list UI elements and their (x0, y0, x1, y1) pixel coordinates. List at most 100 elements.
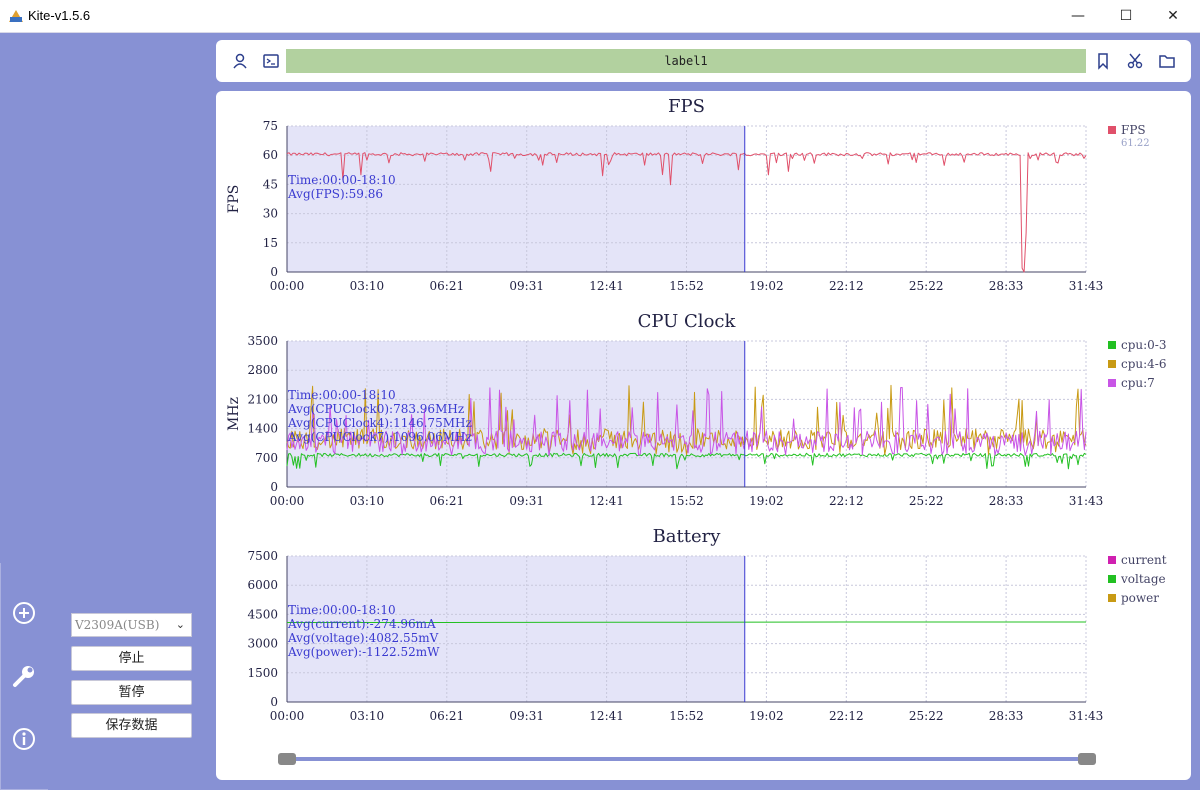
legend-swatch (1108, 379, 1116, 387)
y-axis-label: FPS (226, 185, 242, 214)
device-select[interactable]: V2309A(USB) ⌄ (71, 613, 192, 637)
legend-label: cpu:0-3 (1121, 338, 1167, 352)
x-tick-label: 19:02 (749, 494, 784, 508)
minimize-button[interactable]: — (1055, 0, 1101, 32)
selection-area (287, 126, 745, 272)
y-axis-label: MHz (226, 397, 242, 431)
y-tick-label: 15 (263, 236, 278, 250)
x-tick-label: 06:21 (430, 279, 465, 293)
user-icon[interactable] (231, 52, 249, 70)
x-tick-label: 03:10 (350, 494, 385, 508)
legend-label: power (1121, 591, 1159, 605)
x-tick-label: 19:02 (749, 709, 784, 723)
y-tick-label: 1500 (247, 666, 278, 680)
x-tick-label: 25:22 (909, 709, 944, 723)
legend-swatch (1108, 360, 1116, 368)
x-tick-label: 03:10 (350, 279, 385, 293)
info-button[interactable] (10, 725, 38, 753)
y-tick-label: 0 (270, 265, 278, 279)
stop-button[interactable]: 停止 (71, 646, 192, 671)
minimize-icon: — (1071, 8, 1085, 24)
slider-start-handle[interactable] (278, 753, 296, 765)
x-tick-label: 25:22 (909, 494, 944, 508)
x-tick-label: 22:12 (829, 279, 864, 293)
annotation-text: Avg(voltage):4082.55mV (287, 631, 439, 645)
y-tick-label: 6000 (247, 578, 278, 592)
selection-area (287, 341, 745, 487)
terminal-icon[interactable] (262, 52, 280, 70)
y-tick-label: 3000 (247, 637, 278, 651)
sidebar (0, 563, 48, 790)
legend-label: cpu:7 (1121, 376, 1155, 390)
x-tick-label: 15:52 (669, 709, 704, 723)
legend-label: FPS (1121, 123, 1146, 137)
y-tick-label: 0 (270, 480, 278, 494)
x-tick-label: 22:12 (829, 709, 864, 723)
save-data-button[interactable]: 保存数据 (71, 713, 192, 738)
wrench-icon (13, 666, 34, 687)
x-tick-label: 19:02 (749, 279, 784, 293)
x-tick-label: 09:31 (509, 709, 544, 723)
annotation-text: Avg(FPS):59.86 (287, 187, 383, 201)
annotation-text: Time:00:00-18:10 (288, 603, 396, 617)
y-tick-label: 45 (263, 177, 278, 191)
y-tick-label: 2800 (247, 363, 278, 377)
annotation-text: Time:00:00-18:10 (288, 388, 396, 402)
chart-title: FPS (668, 96, 705, 117)
slider-track[interactable] (282, 757, 1090, 761)
bookmark-icon[interactable] (1094, 52, 1112, 70)
plus-circle-icon (13, 602, 35, 624)
window-title: Kite-v1.5.6 (28, 8, 91, 23)
y-tick-label: 3500 (247, 334, 278, 348)
x-tick-label: 06:21 (430, 494, 465, 508)
annotation-text: Avg(current):-274.96mA (287, 617, 436, 631)
chart-1: CPU Clock 3500 2800 2100 1400 700 000:00 03:10 0… (226, 311, 1167, 508)
x-tick-label: 15:52 (669, 494, 704, 508)
y-tick-label: 4500 (247, 607, 278, 621)
y-tick-label: 2100 (247, 392, 278, 406)
folder-icon[interactable] (1158, 52, 1176, 70)
annotation-text: Avg(CPUClock0):783.96MHz (287, 402, 464, 416)
close-button[interactable]: ✕ (1150, 0, 1196, 32)
y-tick-label: 30 (263, 207, 278, 221)
annotation-text: Avg(CPUClock4):1146.75MHz (287, 416, 472, 430)
x-tick-label: 15:52 (669, 279, 704, 293)
chart-0: FPS 75 60 45 30 15 000:00 03:10 06:21 09:31 12:41 1… (226, 96, 1150, 293)
app-logo-icon (9, 10, 23, 22)
toolbar: label1 (216, 40, 1191, 82)
legend-label: cpu:4-6 (1121, 357, 1167, 371)
pause-button[interactable]: 暂停 (71, 680, 192, 705)
x-tick-label: 00:00 (270, 709, 305, 723)
x-tick-label: 22:12 (829, 494, 864, 508)
scissors-icon[interactable] (1126, 52, 1144, 70)
cpu4-line (286, 384, 1087, 456)
add-button[interactable] (10, 599, 38, 627)
y-tick-label: 700 (255, 451, 278, 465)
x-tick-label: 28:33 (989, 709, 1024, 723)
chart-panel: FPS 75 60 45 30 15 0 00:00 03:10 06:21 09:31 12:41 1… (216, 91, 1191, 780)
legend-value: 61.22 (1121, 138, 1150, 149)
y-tick-label: 0 (270, 695, 278, 709)
x-tick-label: 00:00 (270, 279, 305, 293)
close-icon: ✕ (1167, 8, 1179, 24)
x-tick-label: 31:43 (1069, 709, 1104, 723)
x-tick-label: 31:43 (1069, 279, 1104, 293)
x-tick-label: 28:33 (989, 279, 1024, 293)
legend-swatch (1108, 341, 1116, 349)
x-tick-label: 28:33 (989, 494, 1024, 508)
x-tick-label: 03:10 (350, 709, 385, 723)
x-tick-label: 06:21 (430, 709, 465, 723)
time-range-slider[interactable] (278, 753, 1096, 765)
y-tick-label: 7500 (247, 549, 278, 563)
x-tick-label: 00:00 (270, 494, 305, 508)
slider-end-handle[interactable] (1078, 753, 1096, 765)
maximize-button[interactable]: ☐ (1103, 0, 1149, 32)
settings-button[interactable] (10, 662, 38, 690)
x-tick-label: 09:31 (509, 494, 544, 508)
x-tick-label: 31:43 (1069, 494, 1104, 508)
legend-label: current (1121, 553, 1167, 567)
title-bar: Kite-v1.5.6 — ☐ ✕ (0, 0, 1200, 33)
voltage-line (287, 621, 1086, 623)
info-icon (13, 728, 35, 750)
